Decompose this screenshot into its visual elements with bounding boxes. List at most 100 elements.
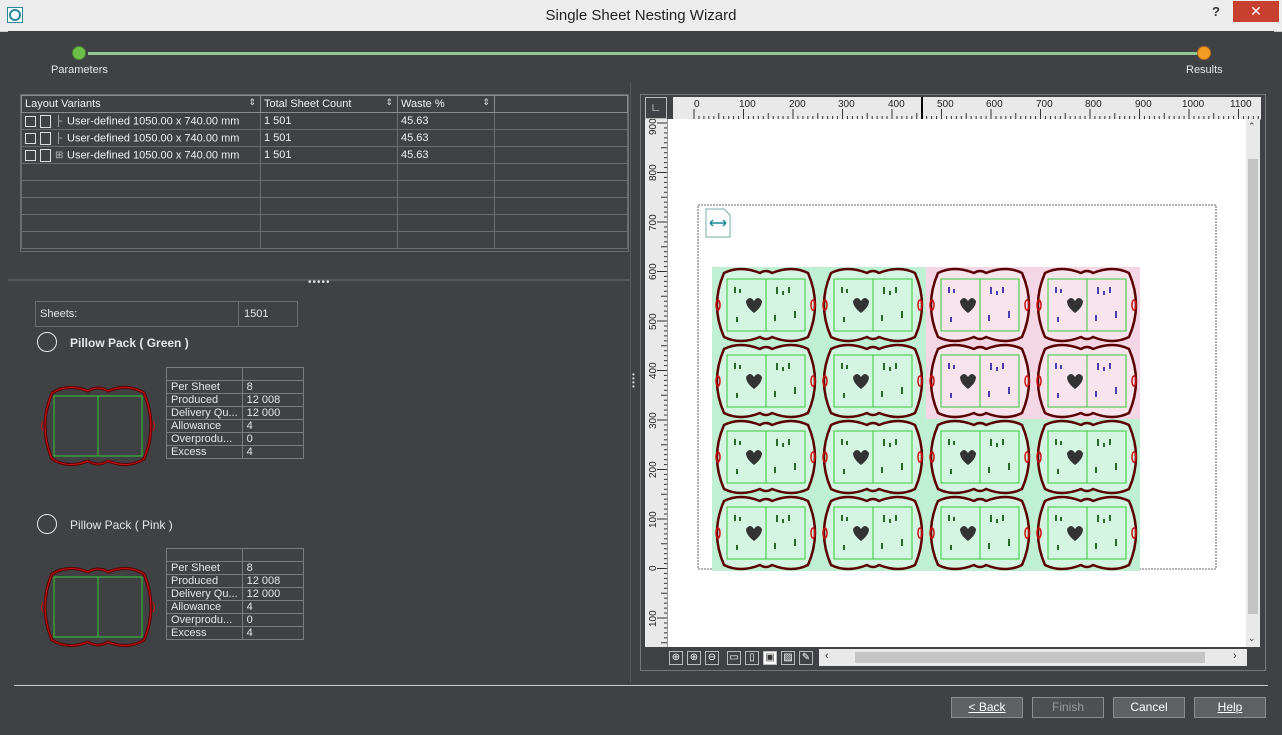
- document-icon: [40, 132, 51, 145]
- stat-row: Overprodu... 0: [167, 433, 304, 446]
- pillow-pack-green-piece: [712, 419, 819, 495]
- step-parameters-label[interactable]: Parameters: [51, 64, 108, 76]
- pillow-pack-green-piece: [1033, 495, 1140, 571]
- scroll-down-icon[interactable]: ⌄: [1248, 633, 1256, 644]
- stat-row: Per Sheet 8: [167, 562, 304, 575]
- scroll-up-icon[interactable]: ⌃: [1248, 121, 1256, 132]
- ruler-top-label: 800: [1085, 99, 1102, 110]
- pillow-pack-green-thumbnail: [38, 381, 158, 471]
- ruler-origin-icon[interactable]: ∟: [645, 97, 667, 119]
- column-header-layout-variants[interactable]: Layout Variants ⇕: [22, 96, 261, 113]
- table-row[interactable]: ⊞ User-defined 1050.00 x 740.00 mm 1 501 …: [22, 147, 628, 164]
- product-green-radio[interactable]: [37, 332, 57, 352]
- close-button[interactable]: ✕: [1233, 1, 1279, 22]
- empty-row: [22, 198, 628, 215]
- row-checkbox[interactable]: [25, 116, 36, 127]
- nesting-canvas[interactable]: [668, 119, 1246, 647]
- stat-row: Overprodu... 0: [167, 614, 304, 627]
- tree-connector-icon: ├: [55, 133, 65, 144]
- splitter-grip-icon[interactable]: • • • •: [632, 373, 634, 389]
- scroll-right-icon[interactable]: ›: [1233, 650, 1237, 662]
- ruler-left-ticks: 900 800 700 600 500 400 300 200 100 0 10…: [645, 119, 667, 647]
- finish-button[interactable]: Finish: [1032, 697, 1104, 718]
- table-row[interactable]: ├ User-defined 1050.00 x 740.00 mm 1 501 …: [22, 113, 628, 130]
- column-header-waste[interactable]: Waste % ⇕: [398, 96, 495, 113]
- ruler-top-label: 700: [1036, 99, 1053, 110]
- table-row[interactable]: ├ User-defined 1050.00 x 740.00 mm 1 501 …: [22, 130, 628, 147]
- scroll-left-icon[interactable]: ‹: [825, 650, 829, 662]
- ruler-top-label: 400: [888, 99, 905, 110]
- zoom-fit-icon[interactable]: ⊕: [669, 651, 683, 665]
- document-icon: [40, 115, 51, 128]
- fit-height-icon[interactable]: ▯: [745, 651, 759, 665]
- stat-row: Allowance 4: [167, 420, 304, 433]
- step-progress: Parameters Results: [8, 31, 1274, 83]
- ruler-left-label: 300: [648, 412, 659, 429]
- nesting-layout: [668, 119, 1246, 647]
- sheets-summary: Sheets: 1501: [35, 301, 298, 327]
- wizard-body: Parameters Results Layout Variants ⇕ Tota…: [8, 31, 1274, 729]
- sheet-preview: ∟ 0 100 200 300 400 500 600 700 800 900 …: [640, 94, 1266, 671]
- back-button[interactable]: < Back: [951, 697, 1023, 718]
- product-pink-radio[interactable]: [37, 514, 57, 534]
- step-results-label[interactable]: Results: [1186, 64, 1223, 76]
- variant-name: User-defined 1050.00 x 740.00 mm: [67, 115, 239, 127]
- product-name: Pillow Pack ( Green ): [70, 336, 189, 350]
- image-alt-icon[interactable]: ▨: [781, 651, 795, 665]
- zoom-in-icon[interactable]: ⊕: [687, 651, 701, 665]
- waste-cell: 45.63: [398, 130, 495, 147]
- ruler-top-ticks: 0 100 200 300 400 500 600 700 800 900 10…: [673, 97, 1261, 119]
- column-header-total-sheet-count[interactable]: Total Sheet Count ⇕: [261, 96, 398, 113]
- cancel-button[interactable]: Cancel: [1113, 697, 1185, 718]
- ruler-top-label: 100: [739, 99, 756, 110]
- ruler-left-label: 800: [648, 164, 659, 181]
- pillow-pack-pink-piece: [926, 343, 1033, 419]
- row-checkbox[interactable]: [25, 133, 36, 144]
- splitter-grip-icon[interactable]: •••••: [308, 277, 331, 288]
- pillow-pack-green-piece: [712, 343, 819, 419]
- window-title: Single Sheet Nesting Wizard: [0, 7, 1282, 24]
- horizontal-scrollbar[interactable]: ‹ ›: [819, 649, 1247, 666]
- variant-name: User-defined 1050.00 x 740.00 mm: [67, 132, 239, 144]
- ruler-top-label: 1000: [1182, 99, 1205, 110]
- help-button[interactable]: Help: [1194, 697, 1266, 718]
- image-view-icon[interactable]: ▣: [763, 651, 777, 665]
- row-checkbox[interactable]: [25, 150, 36, 161]
- zoom-out-icon[interactable]: ⊖: [705, 651, 719, 665]
- help-icon[interactable]: ?: [1206, 4, 1226, 22]
- waste-cell: 45.63: [398, 113, 495, 130]
- stat-row: Delivery Qu... 12 000: [167, 407, 304, 420]
- step-parameters-dot[interactable]: [72, 46, 86, 60]
- sort-icon: ⇕: [482, 97, 490, 108]
- stat-row: Produced 12 008: [167, 575, 304, 588]
- sheet-info-icon[interactable]: [706, 209, 730, 237]
- pillow-pack-green-piece: [1033, 419, 1140, 495]
- pillow-pack-green-piece: [819, 343, 926, 419]
- expand-icon[interactable]: ⊞: [55, 150, 65, 161]
- stat-row: Allowance 4: [167, 601, 304, 614]
- ruler-left-label: 100: [648, 511, 659, 528]
- stat-row: Excess 4: [167, 627, 304, 640]
- empty-row: [22, 215, 628, 232]
- ruler-top-label: 1100: [1230, 99, 1252, 110]
- edit-layout-icon[interactable]: ✎: [799, 651, 813, 665]
- title-bar: Single Sheet Nesting Wizard ? ✕: [0, 0, 1282, 32]
- pillow-pack-green-piece: [819, 267, 926, 343]
- ruler-top-label: 900: [1135, 99, 1152, 110]
- ruler-left-label: 500: [648, 313, 659, 330]
- ruler-top-label: 600: [986, 99, 1003, 110]
- empty-row: [22, 181, 628, 198]
- sheet-count-cell: 1 501: [261, 113, 398, 130]
- column-header-empty: [495, 96, 628, 113]
- ruler-left-label: 600: [648, 263, 659, 280]
- ruler-top-label: 300: [838, 99, 855, 110]
- document-icon: [40, 149, 51, 162]
- vertical-scrollbar[interactable]: ⌃ ⌄: [1246, 119, 1260, 647]
- fit-width-icon[interactable]: ▭: [727, 651, 741, 665]
- pillow-pack-pink-piece: [1033, 267, 1140, 343]
- step-results-dot[interactable]: [1197, 46, 1211, 60]
- product-name: Pillow Pack ( Pink ): [70, 518, 173, 532]
- horizontal-scroll-thumb[interactable]: [855, 652, 1205, 663]
- vertical-scroll-thumb[interactable]: [1248, 159, 1258, 614]
- ruler-top-label: 500: [937, 99, 954, 110]
